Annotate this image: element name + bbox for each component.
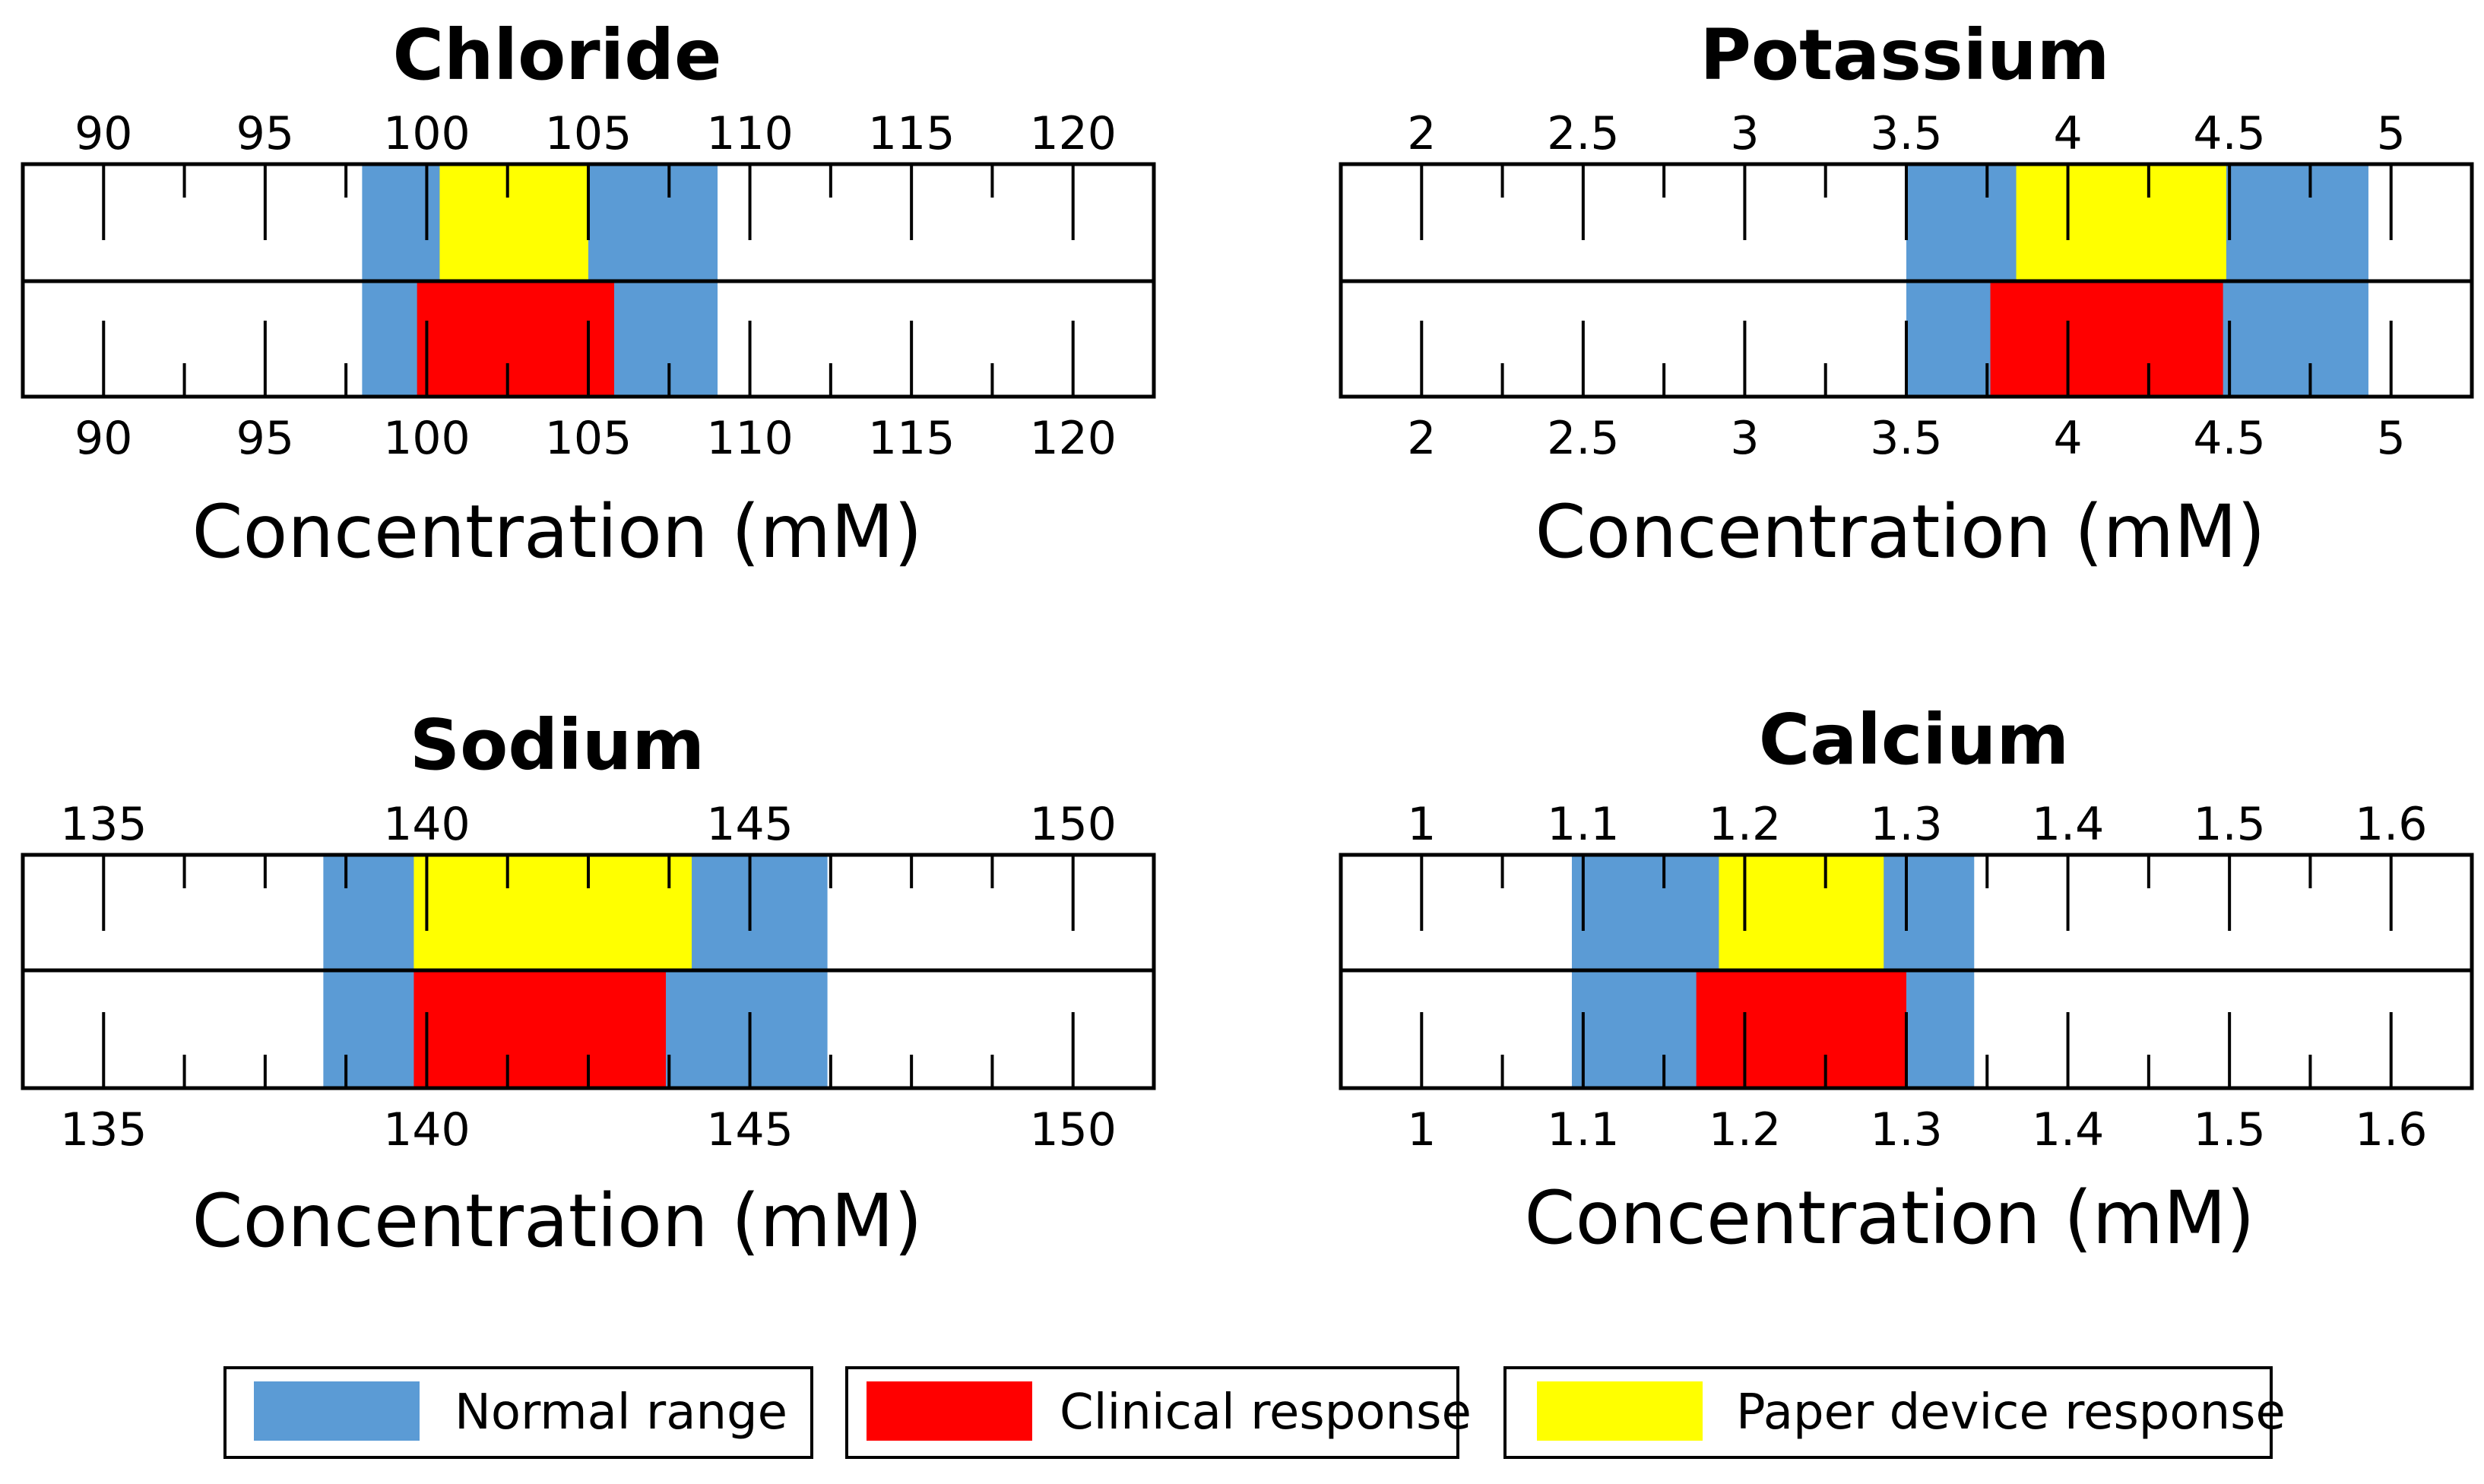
paper-device-response-band <box>1719 855 1884 970</box>
tick-label-top: 1.6 <box>2355 798 2427 851</box>
tick-label-top: 4.5 <box>2193 107 2265 160</box>
plot-potassium: 2 2 2.5 2.5 3 3 3.5 3.5 4 4 4.5 4.5 5 5 <box>1339 107 2474 465</box>
plot-calcium: 1 1 1.1 1.1 1.2 1.2 1.3 1.3 1.4 1.4 1.5 1.5 1.6 1.6 <box>1339 798 2474 1157</box>
tick-label-top: 150 <box>1029 798 1117 851</box>
panel-potassium: Potassium 2 2 2.5 2.5 3 3 3.5 3.5 4 4 4.5 4.5 5 5 Con… <box>1339 14 2474 574</box>
tick-label-bottom: 150 <box>1029 1103 1117 1157</box>
tick-label-bottom: 1.5 <box>2193 1103 2265 1157</box>
clinical-response-band <box>417 281 615 397</box>
legend-item-paper-device-response: Paper device response <box>1503 1366 2286 1459</box>
tick-label-bottom: 1.2 <box>1709 1103 1781 1157</box>
tick-label-bottom: 2 <box>1407 412 1436 465</box>
tick-label-top: 1.2 <box>1709 798 1781 851</box>
tick-label-top: 1.5 <box>2193 798 2265 851</box>
tick-label-bottom: 3 <box>1730 412 1759 465</box>
clinical-response-band <box>1990 281 2223 397</box>
legend-swatch-normal <box>254 1381 420 1441</box>
legend-label: Paper device response <box>1736 1384 2286 1441</box>
legend-label: Clinical response <box>1060 1384 1472 1441</box>
tick-label-bottom: 115 <box>868 412 955 465</box>
panel-title: Calcium <box>1759 699 2070 780</box>
legend-swatch-paper <box>1537 1381 1703 1441</box>
panel-title: Chloride <box>393 14 722 96</box>
tick-label-top: 5 <box>2377 107 2406 160</box>
paper-device-response-band <box>413 855 692 970</box>
tick-label-bottom: 3.5 <box>1870 412 1942 465</box>
panel-chloride: Chloride 90 90 95 95 100 100 105 105 110 110 115 11… <box>21 14 1156 574</box>
tick-label-top: 2 <box>1407 107 1436 160</box>
clinical-response-band <box>413 970 667 1088</box>
tick-label-bottom: 90 <box>74 412 132 465</box>
tick-label-bottom: 135 <box>60 1103 147 1157</box>
tick-label-top: 145 <box>706 798 794 851</box>
tick-label-top: 3 <box>1730 107 1759 160</box>
tick-label-top: 1 <box>1407 798 1436 851</box>
panel-title: Sodium <box>410 704 705 786</box>
panel-sodium: Sodium 135 135 140 140 145 145 150 150 Concentr… <box>21 704 1156 1264</box>
paper-device-response-band <box>2016 164 2226 281</box>
tick-label-bottom: 110 <box>706 412 794 465</box>
tick-label-top: 140 <box>383 798 471 851</box>
tick-label-top: 1.1 <box>1547 798 1619 851</box>
legend-label: Normal range <box>455 1384 787 1441</box>
tick-label-bottom: 5 <box>2377 412 2406 465</box>
panel-title: Potassium <box>1700 14 2109 96</box>
x-axis-label: Concentration (mM) <box>192 1179 923 1264</box>
tick-label-top: 120 <box>1029 107 1117 160</box>
tick-label-top: 2.5 <box>1547 107 1619 160</box>
legend-item-clinical-response: Clinical response <box>845 1366 1472 1459</box>
tick-label-bottom: 105 <box>545 412 632 465</box>
tick-label-top: 115 <box>868 107 955 160</box>
tick-label-top: 4 <box>2053 107 2082 160</box>
legend-swatch-clinical <box>867 1381 1032 1441</box>
legend-item-normal-range: Normal range <box>223 1366 813 1459</box>
tick-label-bottom: 1.4 <box>2032 1103 2104 1157</box>
panel-calcium: Calcium 1 1 1.1 1.1 1.2 1.2 1.3 1.3 1.4 1.4 1.5 1.5… <box>1339 699 2474 1261</box>
tick-label-top: 100 <box>383 107 471 160</box>
tick-label-bottom: 95 <box>236 412 294 465</box>
x-axis-label: Concentration (mM) <box>1535 489 2266 574</box>
tick-label-bottom: 1.1 <box>1547 1103 1619 1157</box>
tick-label-bottom: 145 <box>706 1103 794 1157</box>
x-axis-label: Concentration (mM) <box>1525 1175 2255 1261</box>
tick-label-top: 95 <box>236 107 294 160</box>
tick-label-bottom: 1.3 <box>1870 1103 1942 1157</box>
legend: Normal range Clinical response Paper dev… <box>223 1366 2286 1459</box>
tick-label-top: 110 <box>706 107 794 160</box>
tick-label-top: 135 <box>60 798 147 851</box>
tick-label-top: 105 <box>545 107 632 160</box>
tick-label-top: 1.3 <box>1870 798 1942 851</box>
clinical-response-band <box>1696 970 1906 1088</box>
tick-label-bottom: 2.5 <box>1547 412 1619 465</box>
plot-chloride: 90 90 95 95 100 100 105 105 110 110 115 115 120 120 <box>21 107 1156 465</box>
tick-label-bottom: 1 <box>1407 1103 1436 1157</box>
paper-device-response-band <box>439 164 588 281</box>
tick-label-bottom: 140 <box>383 1103 471 1157</box>
plot-sodium: 135 135 140 140 145 145 150 150 <box>21 798 1156 1157</box>
x-axis-label: Concentration (mM) <box>192 489 923 574</box>
tick-label-bottom: 4 <box>2053 412 2082 465</box>
tick-label-bottom: 1.6 <box>2355 1103 2427 1157</box>
tick-label-top: 1.4 <box>2032 798 2104 851</box>
tick-label-bottom: 120 <box>1029 412 1117 465</box>
tick-label-top: 90 <box>74 107 132 160</box>
tick-label-bottom: 100 <box>383 412 471 465</box>
tick-label-bottom: 4.5 <box>2193 412 2265 465</box>
tick-label-top: 3.5 <box>1870 107 1942 160</box>
